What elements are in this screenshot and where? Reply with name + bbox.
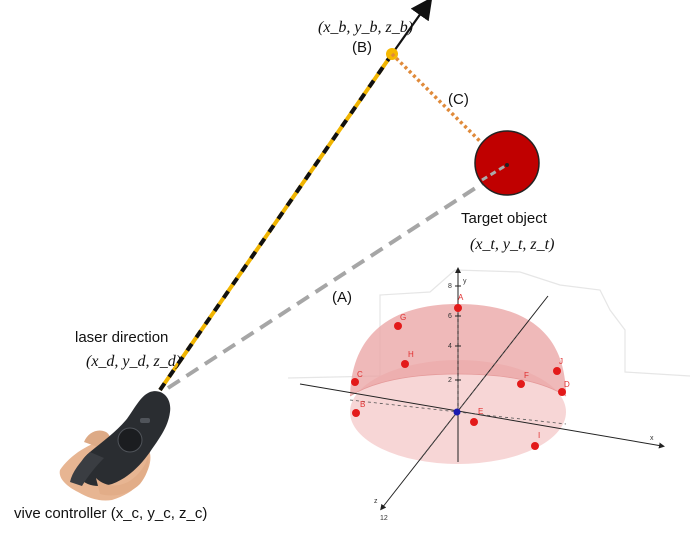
controller-grip-icon [70, 452, 104, 486]
laser-direction-arrow [391, 0, 433, 55]
point-i-label: I [538, 431, 540, 440]
coordinate-panel-border [287, 269, 691, 379]
point-g [394, 322, 402, 330]
controller-button-icon [140, 418, 150, 423]
point-b-label: B [360, 400, 365, 409]
target-title: Target object [461, 210, 548, 227]
coordinate-axes: 8 6 4 2 y x z 12 [299, 267, 665, 522]
target-center [505, 163, 509, 167]
z-axis-label: z [374, 498, 378, 505]
vive-controller-illustration [59, 391, 171, 501]
point-j [553, 367, 561, 375]
point-j-label: J [559, 357, 563, 366]
point-c-label: C [357, 370, 363, 379]
laser-direction-title: laser direction [75, 329, 168, 346]
point-b [352, 409, 360, 417]
target-inner-dash [481, 164, 506, 182]
y-axis-label: y [463, 278, 467, 285]
sample-points: A B C D E F G H I J [351, 293, 570, 450]
point-g-label: G [400, 313, 406, 322]
fingers-icon [96, 456, 149, 496]
point-e [470, 418, 478, 426]
point-a [454, 304, 462, 312]
x-axis [299, 383, 665, 449]
y-tick-label-2: 2 [448, 377, 452, 384]
z-axis-hidden [419, 333, 519, 461]
laser-beam-black [158, 52, 394, 392]
target-coordinates: (x_t, y_t, z_t) [470, 236, 554, 253]
controller-label: vive controller (x_c, y_c, z_c) [14, 505, 207, 522]
x-axis-label: x [650, 435, 654, 442]
point-h-label: H [408, 350, 414, 359]
point-d [558, 388, 566, 396]
point-d-label: D [564, 380, 570, 389]
point-e-label: E [478, 407, 483, 416]
controller-trackpad-icon [117, 427, 143, 453]
point-b-tag: (B) [352, 39, 372, 56]
y-tick-label-8: 8 [448, 283, 452, 290]
point-c [351, 378, 359, 386]
point-b-coordinates: (x_b, y_b, z_b) [318, 19, 413, 36]
y-tick-label-6: 6 [448, 313, 452, 320]
z-tick-label: 12 [380, 515, 388, 522]
laser-direction-coordinates: (x_d, y_d, z_d) [86, 353, 181, 370]
point-h [401, 360, 409, 368]
controller-to-target-dashed-line [166, 170, 502, 390]
point-i [531, 442, 539, 450]
line-c-tag: (C) [448, 91, 469, 108]
point-f [517, 380, 525, 388]
y-tick-label-4: 4 [448, 343, 452, 350]
origin-point [453, 408, 461, 416]
panel-a-tag: (A) [332, 289, 352, 306]
point-f-label: F [524, 371, 529, 380]
point-a-label: A [458, 293, 464, 302]
